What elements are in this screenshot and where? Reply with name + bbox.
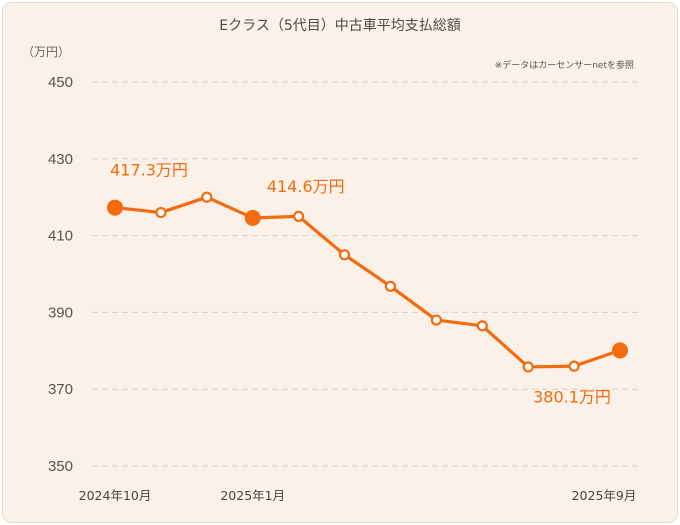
highlight-point: [244, 209, 261, 226]
y-tick-label: 390: [48, 304, 73, 321]
series-group: [107, 191, 628, 373]
chart-title: Eクラス（5代目）中古車平均支払総額: [219, 17, 460, 34]
x-axis-ticks: 2024年10月 2025年1月 2025年9月: [79, 488, 637, 503]
y-tick-label: 370: [48, 381, 73, 398]
data-point: [476, 320, 488, 332]
data-point: [338, 249, 351, 261]
y-tick-label: 430: [48, 151, 73, 168]
series-line: [113, 195, 622, 369]
highlight-point: [612, 342, 628, 359]
y-tick-label: 450: [48, 74, 73, 91]
source-note: ※データはカーセンサーnetを参照: [495, 59, 634, 71]
y-tick-label: 350: [48, 458, 73, 475]
value-annotation: 417.3万円: [110, 161, 188, 180]
x-tick-label: 2024年10月: [79, 488, 152, 503]
data-point: [568, 360, 580, 372]
x-tick-label: 2025年1月: [220, 488, 285, 503]
highlight-point: [107, 199, 123, 216]
y-tick-label: 410: [48, 228, 73, 245]
x-tick-label: 2025年9月: [572, 488, 637, 503]
value-annotation: 414.6万円: [267, 177, 345, 196]
data-point: [522, 361, 534, 373]
data-point: [384, 280, 397, 292]
y-axis-ticks: 350 370 390 410 430 450: [48, 74, 73, 475]
annotations: 417.3万円 414.6万円 380.1万円: [110, 161, 611, 407]
data-point: [201, 191, 213, 203]
y-unit-label: （万円）: [22, 45, 70, 59]
value-annotation: 380.1万円: [533, 387, 611, 406]
grid-lines: [92, 81, 642, 467]
data-point: [293, 210, 305, 222]
data-point: [430, 314, 442, 326]
data-point: [155, 206, 167, 219]
